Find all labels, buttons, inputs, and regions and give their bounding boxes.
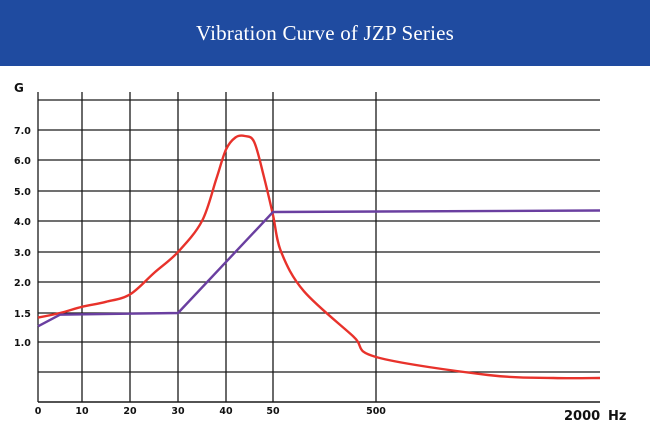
y-tick-label: 5.0: [14, 187, 31, 198]
y-tick-label: 2.0: [14, 278, 31, 289]
series-group: [37, 134, 601, 380]
x-end-tick-label: 2000: [564, 409, 600, 424]
y-tick-label: 3.0: [14, 248, 31, 259]
vibration-chart: 1.0 1.5 2.0 3.0 4.0 5.0 6.0 7.0 G 0 10 20 30 40 50 500 2…: [14, 81, 626, 424]
x-tick-label: 10: [75, 406, 89, 417]
y-tick-label: 1.0: [14, 338, 31, 349]
x-tick-label: 500: [366, 406, 386, 417]
x-axis-label: Hz: [608, 409, 626, 424]
axis-labels: 1.0 1.5 2.0 3.0 4.0 5.0 6.0 7.0 G 0 10 20 30 40 50 500 2…: [14, 81, 626, 424]
x-tick-label: 50: [266, 406, 280, 417]
x-tick-label: 0: [35, 406, 42, 417]
chart-title: Vibration Curve of JZP Series: [195, 20, 455, 45]
title-banner: Vibration Curve of JZP Series: [0, 0, 650, 66]
grid: [37, 92, 600, 403]
series-line-2: [37, 209, 601, 328]
y-tick-label: 6.0: [14, 156, 31, 167]
x-tick-label: 40: [219, 406, 233, 417]
y-tick-label: 4.0: [14, 217, 31, 228]
y-tick-label: 7.0: [14, 126, 31, 137]
x-tick-label: 20: [123, 406, 137, 417]
x-tick-label: 30: [171, 406, 185, 417]
series-line-1: [37, 134, 601, 380]
y-axis-label: G: [14, 81, 24, 95]
y-tick-label: 1.5: [14, 309, 31, 320]
